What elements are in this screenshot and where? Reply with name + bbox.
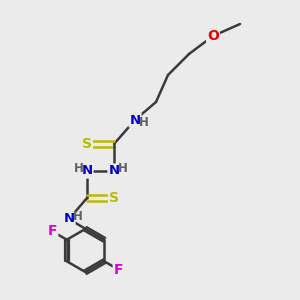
Text: H: H bbox=[74, 162, 83, 175]
Text: S: S bbox=[82, 137, 92, 151]
Text: F: F bbox=[114, 262, 123, 277]
Text: N: N bbox=[108, 164, 120, 178]
Text: O: O bbox=[207, 29, 219, 43]
Text: N: N bbox=[63, 212, 75, 226]
Text: S: S bbox=[109, 191, 119, 205]
Text: F: F bbox=[48, 224, 57, 239]
Text: N: N bbox=[129, 113, 141, 127]
Text: N: N bbox=[81, 164, 93, 178]
Text: H: H bbox=[118, 162, 127, 175]
Text: H: H bbox=[73, 210, 82, 223]
Text: H: H bbox=[139, 116, 148, 129]
